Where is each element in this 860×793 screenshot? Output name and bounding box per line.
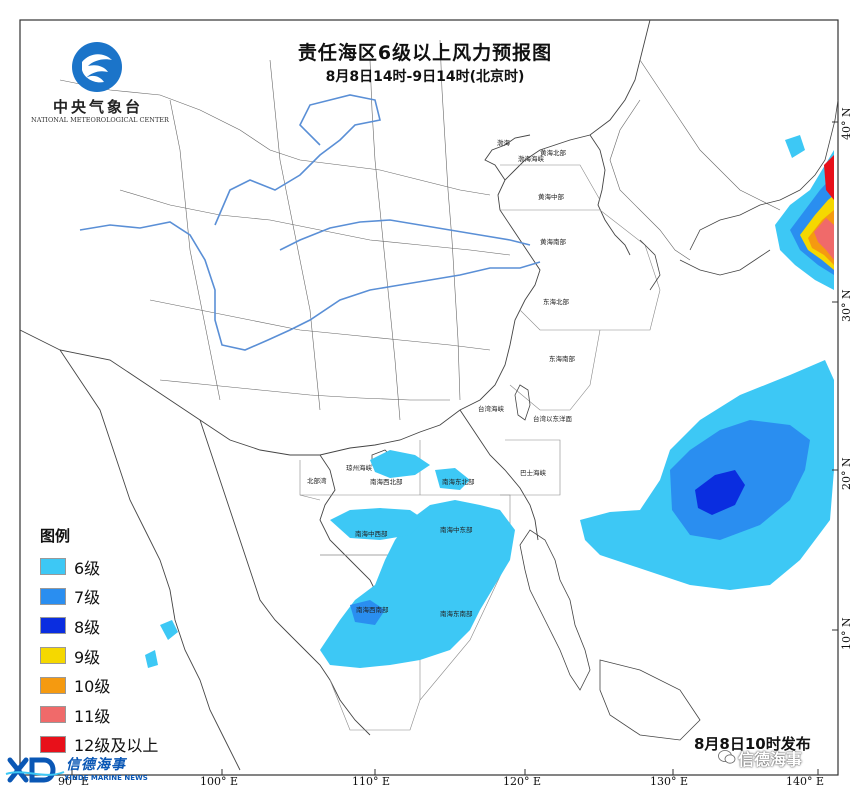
wind-zone-scs [145, 450, 515, 668]
map-title: 责任海区6级以上风力预报图 [297, 42, 553, 64]
sea-label-scs-ce: 南海中东部 [440, 526, 473, 534]
sea-label-taiwan-east: 台湾以东洋面 [533, 415, 572, 423]
sea-label-scs-cw: 南海中西部 [355, 530, 388, 538]
sea-label-east-south: 东海南部 [549, 355, 575, 363]
rivers [79, 94, 541, 351]
watermark-text: 信德海事 [738, 750, 803, 769]
wind-zone-pacific [580, 360, 834, 590]
agency-name: 中央气象台 [52, 98, 143, 116]
lat-label-40: 40° N [840, 107, 853, 140]
legend-item: 11级 [40, 700, 180, 730]
legend-label: 10级 [74, 677, 111, 697]
sea-label-scs-ne: 南海东北部 [442, 478, 475, 486]
brand-name-en: XINDE MARINE NEWS [64, 774, 148, 782]
legend-label: 6级 [74, 558, 101, 578]
wechat-icon [718, 750, 736, 764]
legend-label: 11级 [74, 706, 111, 726]
legend-title: 图例 [40, 527, 71, 545]
map-subtitle: 8月8日14时-9日14时(北京时) [325, 69, 525, 85]
legend-swatch [40, 617, 66, 635]
legend-label: 12级及以上 [74, 736, 159, 756]
legend-item: 8级 [40, 611, 180, 641]
legend-item: 6级 [40, 552, 180, 582]
lon-label-90: 90° E [58, 775, 90, 788]
sea-label-yellow-north: 黄海北部 [540, 149, 566, 157]
brand-name: 信德海事 [66, 757, 126, 773]
sea-label-scs-nw: 南海西北部 [370, 478, 403, 486]
legend-label: 8级 [74, 617, 101, 637]
legend-swatch [40, 706, 66, 724]
cma-logo-icon [72, 42, 122, 92]
agency-name-en: NATIONAL METEOROLOGICAL CENTER [31, 116, 169, 124]
legend-rows: 6级 7级 8级 9级 10级 11级 12级及以上 [40, 552, 180, 759]
sea-label-bohai-strait: 渤海海峡 [518, 155, 544, 163]
sea-label-scs-sw: 南海西南部 [356, 606, 389, 614]
sea-label-yellow-south: 黄海南部 [540, 238, 566, 246]
sea-label-scs-se: 南海东南部 [440, 610, 473, 618]
sea-label-beibu: 北部湾 [307, 477, 327, 485]
lon-label-130: 130° E [650, 775, 689, 788]
sea-label-yellow-central: 黄海中部 [538, 193, 564, 201]
sea-label-qiongzhou: 琼州海峡 [346, 464, 372, 472]
wind-zone-typhoon-ne [775, 135, 834, 290]
sea-label-bashi: 巴士海峡 [520, 469, 546, 477]
lat-label-10: 10° N [840, 617, 853, 650]
lat-label-20: 20° N [840, 457, 853, 490]
province-borders [59, 39, 781, 421]
legend-item: 12级及以上 [40, 730, 180, 760]
legend: 图例 6级 7级 8级 9级 10级 11级 12级及以上 [40, 525, 180, 759]
legend-swatch [40, 558, 66, 576]
legend-swatch [40, 735, 66, 753]
lon-label-110: 110° E [352, 775, 391, 788]
lat-label-30: 30° N [840, 289, 853, 322]
legend-item: 7级 [40, 582, 180, 612]
lon-label-140: 140° E [786, 775, 825, 788]
issue-time: 8月8日10时发布 [694, 735, 811, 753]
legend-item: 9级 [40, 641, 180, 671]
xinde-logo-icon [5, 757, 65, 783]
japan-korea [639, 99, 839, 291]
legend-swatch [40, 676, 66, 694]
sea-label-taiwan-strait: 台湾海峡 [478, 405, 504, 413]
legend-swatch [40, 587, 66, 605]
legend-swatch [40, 647, 66, 665]
lon-label-120: 120° E [503, 775, 542, 788]
legend-label: 7级 [74, 588, 101, 608]
legend-item: 10级 [40, 670, 180, 700]
axis-ticks [71, 121, 838, 775]
lon-label-100: 100° E [200, 775, 239, 788]
sea-label-bohai: 渤海 [497, 139, 510, 147]
legend-label: 9级 [74, 647, 101, 667]
sea-label-east-north: 东海北部 [543, 298, 569, 306]
